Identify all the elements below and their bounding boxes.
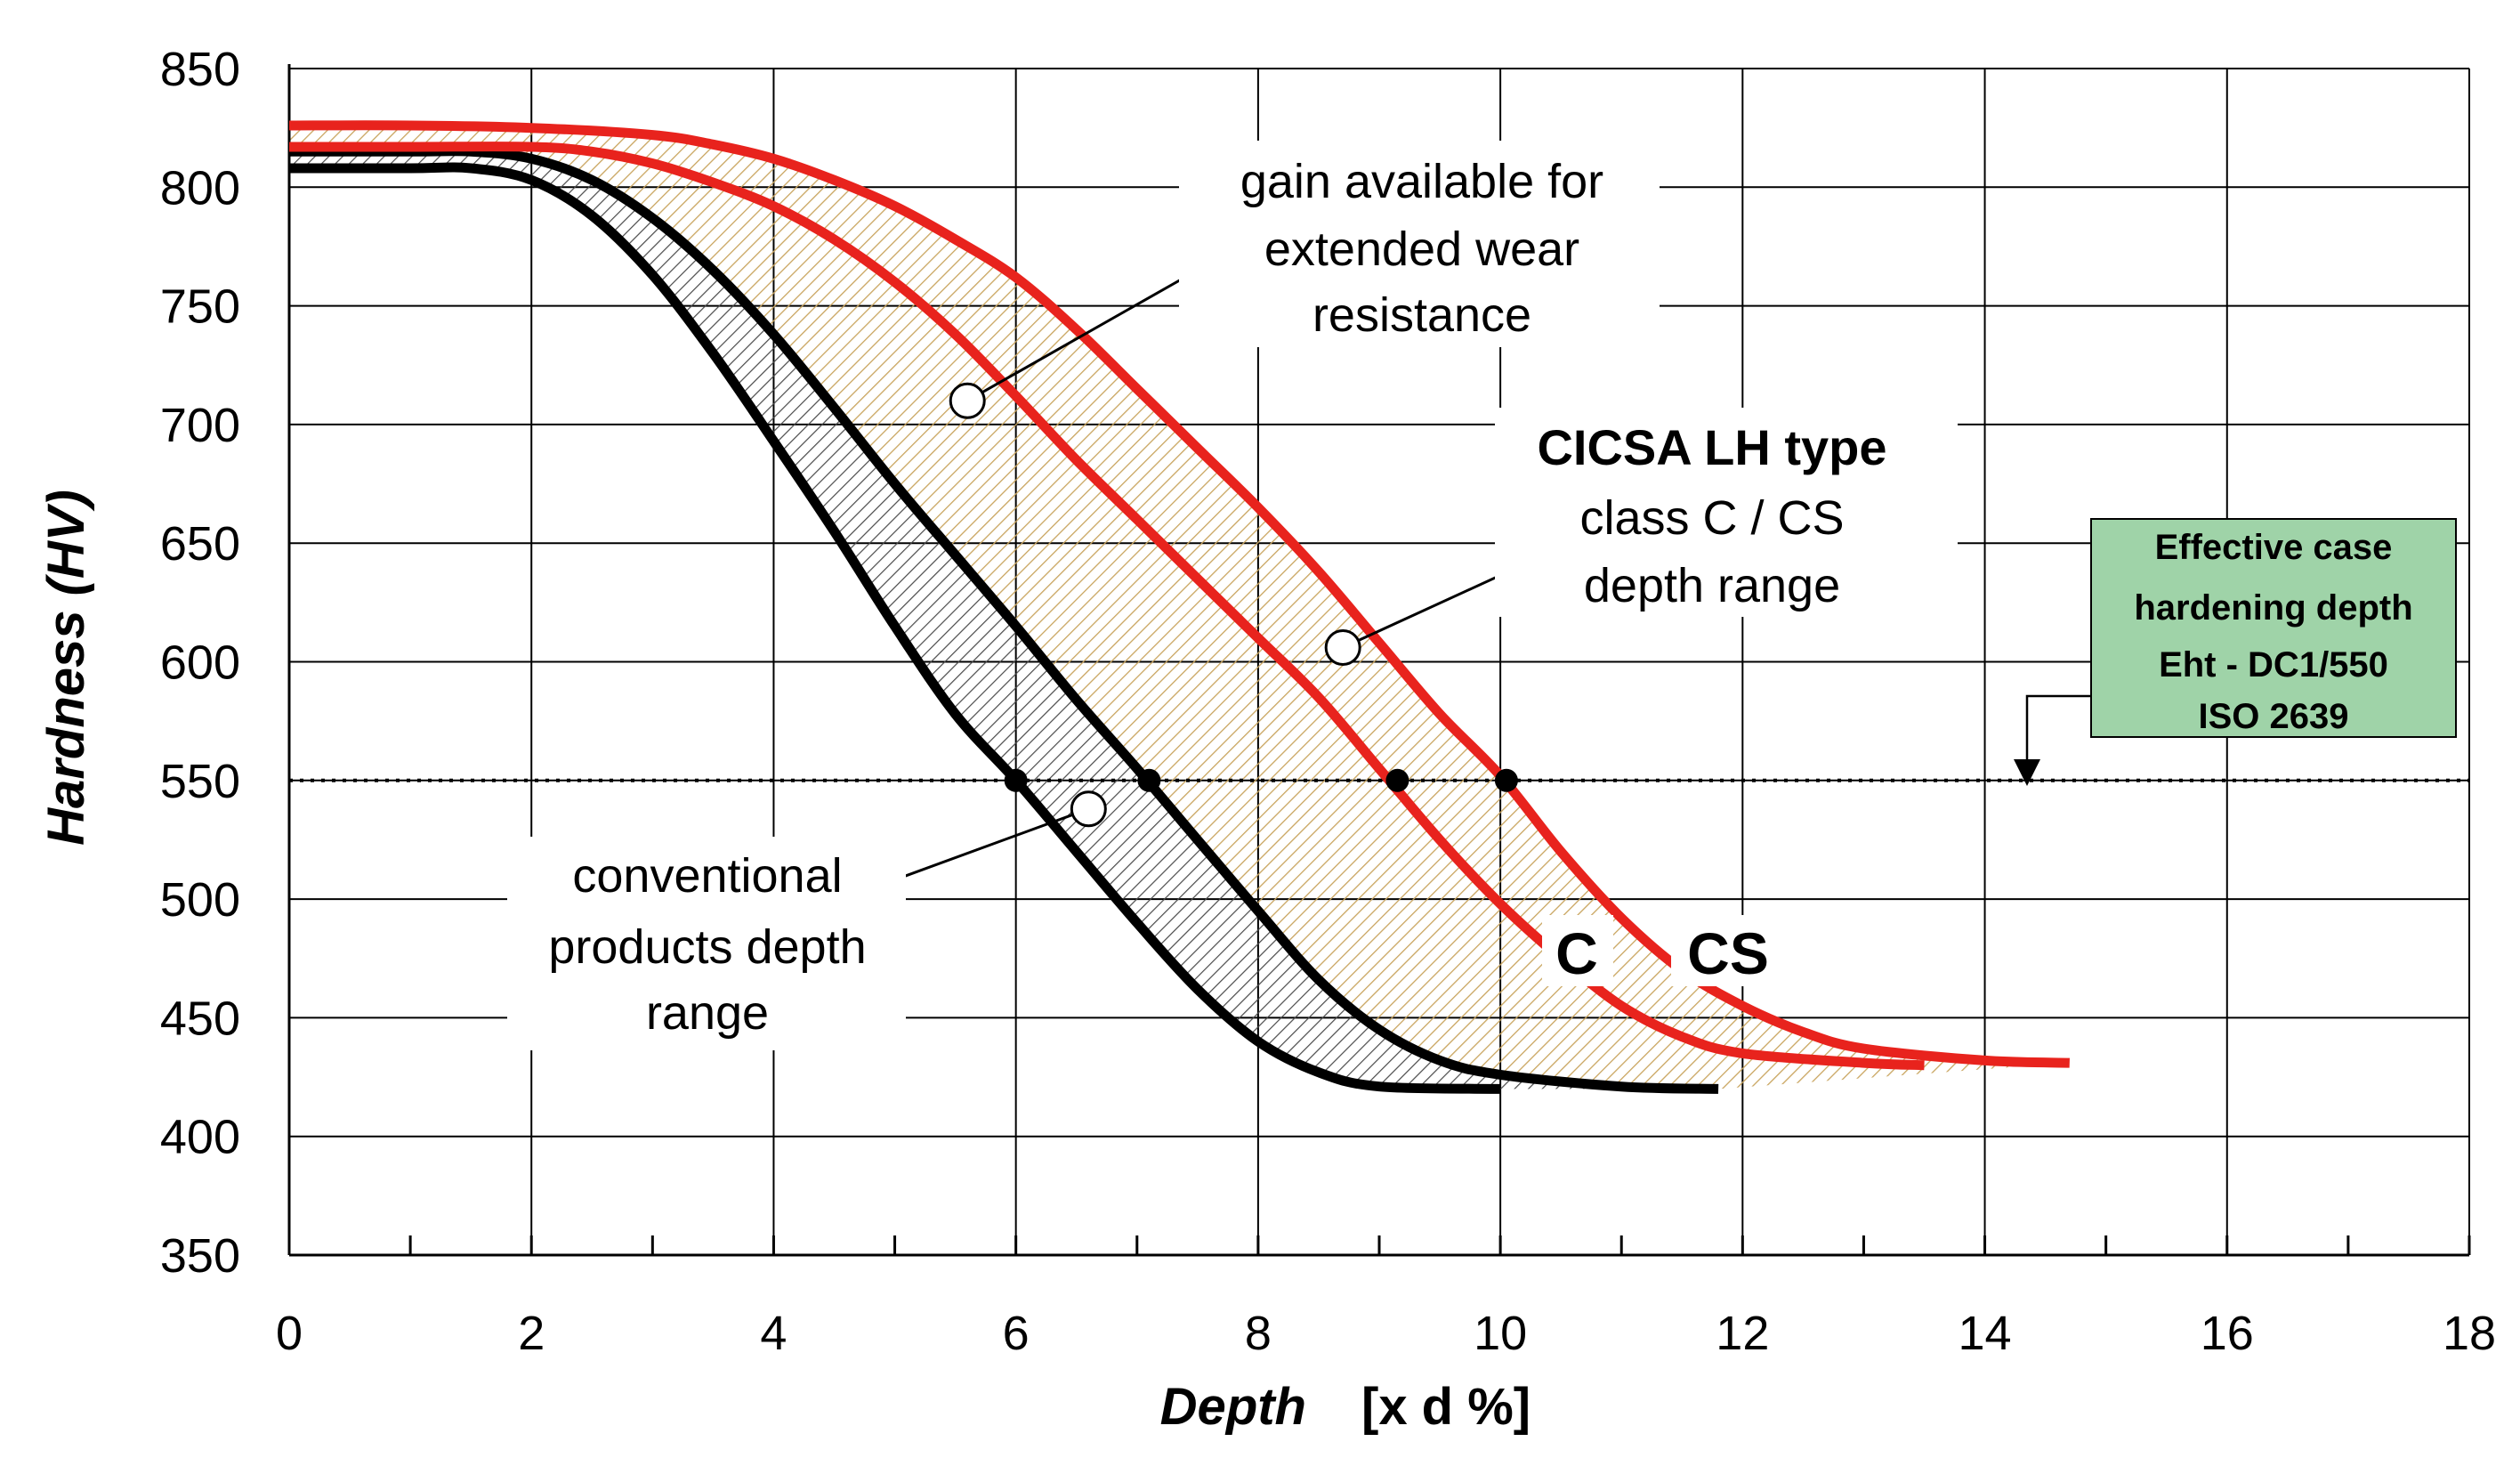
eht-info-box-bg [2090, 518, 2457, 738]
annotation-gain: gain available for extended wear resista… [1179, 141, 1660, 347]
series-line-c [289, 142, 1925, 1071]
annotation-conventional-line-3: range [646, 986, 769, 1040]
annotation-conventional-bg [507, 837, 906, 1050]
eht-box-line-4: ISO 2639 [2198, 697, 2348, 736]
y-tick-label: 450 [160, 992, 240, 1045]
eht-intersection-marker [1494, 768, 1518, 792]
series-line-conventional-1 [288, 162, 1501, 1094]
leader-gain [966, 265, 1204, 402]
curve-label-c-bg [1542, 915, 1613, 986]
annotation-cicsa-line-1: class C / CS [1579, 491, 1844, 545]
curve-label-cs: CS [1671, 915, 1787, 986]
annotation-conventional-line-2: products depth [548, 920, 866, 974]
eht-box-line-1: Effective case [2155, 528, 2393, 567]
annotation-gain-line-2: extended wear [1264, 223, 1579, 276]
y-tick-label: 600 [160, 636, 240, 690]
annotation-gain-bg [1179, 141, 1660, 347]
eht-box-line-2: hardening depth [2134, 588, 2412, 628]
x-tick-label: 0 [276, 1307, 303, 1360]
y-tick-label: 350 [160, 1229, 240, 1283]
leader-conventional [902, 807, 1089, 879]
annotation-conventional-line-1: conventional [572, 849, 842, 903]
y-tick-label: 850 [160, 43, 240, 96]
x-tick-label: 14 [1959, 1307, 2012, 1360]
annotation-gain-line-3: resistance [1312, 288, 1531, 342]
cicsa-range-fill [289, 125, 2070, 1089]
y-axis-label: Hardness (HV) [37, 490, 95, 846]
hatched-ranges [289, 125, 2070, 1089]
x-axis-unit: [x d %] [1361, 1378, 1531, 1436]
annotation-gain-line-1: gain available for [1240, 155, 1603, 208]
x-tick-label: 10 [1474, 1307, 1527, 1360]
series-line-cs [288, 120, 2070, 1068]
annotation-cicsa-title: CICSA LH type [1537, 419, 1886, 475]
annotation-cicsa-bg [1495, 408, 1958, 617]
eht-info-box: Effective case hardening depth Eht - DC1… [2090, 518, 2457, 738]
curve-label-c: C [1542, 915, 1613, 986]
annotation-leaders [902, 265, 1514, 879]
leader-cicsa [1342, 568, 1514, 649]
markers [949, 382, 1518, 828]
x-tick-label: 8 [1245, 1307, 1272, 1360]
conventional-range-fill [289, 150, 1719, 1089]
y-tick-label: 800 [160, 161, 240, 215]
x-tick-label: 2 [518, 1307, 545, 1360]
annotation-cicsa: CICSA LH type class C / CS depth range [1495, 408, 1958, 617]
y-tick-label: 700 [160, 399, 240, 452]
eht-box-line-3: Eht - DC1/550 [2159, 645, 2388, 684]
y-tick-label: 400 [160, 1111, 240, 1164]
eht-box-arrow [2014, 694, 2091, 786]
x-axis-label: Depth [1160, 1378, 1306, 1436]
x-tick-label: 12 [1716, 1307, 1769, 1360]
annotation-pointer-marker [1324, 629, 1361, 667]
x-tick-label: 6 [1003, 1307, 1030, 1360]
series-lines [288, 120, 2070, 1094]
x-tick-label: 16 [2201, 1307, 2254, 1360]
x-axis-title: Depth [x d %] [1160, 1378, 1531, 1436]
axes [287, 64, 2471, 1257]
eht-intersection-marker [1385, 768, 1409, 792]
curve-label-cs-text: CS [1687, 920, 1769, 986]
y-tick-label: 750 [160, 280, 240, 334]
series-line-conventional-2 [289, 146, 1719, 1094]
curve-label-c-text: C [1555, 920, 1598, 986]
annotation-pointer-marker [1070, 790, 1107, 828]
annotation-conventional: conventional products depth range [507, 837, 906, 1050]
eht-intersection-marker [1004, 768, 1028, 792]
tick-labels: 350 400 450 500 550 600 650 700 750 800 850 0 2 4 6 8 10… [160, 43, 2496, 1360]
y-tick-label: 500 [160, 873, 240, 927]
y-tick-label: 650 [160, 517, 240, 571]
curve-label-cs-bg [1671, 915, 1787, 986]
y-tick-label: 550 [160, 755, 240, 808]
annotation-cicsa-line-2: depth range [1584, 559, 1840, 612]
x-tick-label: 18 [2443, 1307, 2496, 1360]
annotation-pointer-marker [949, 382, 986, 419]
x-tick-label: 4 [760, 1307, 787, 1360]
eht-intersection-marker [1137, 768, 1161, 792]
